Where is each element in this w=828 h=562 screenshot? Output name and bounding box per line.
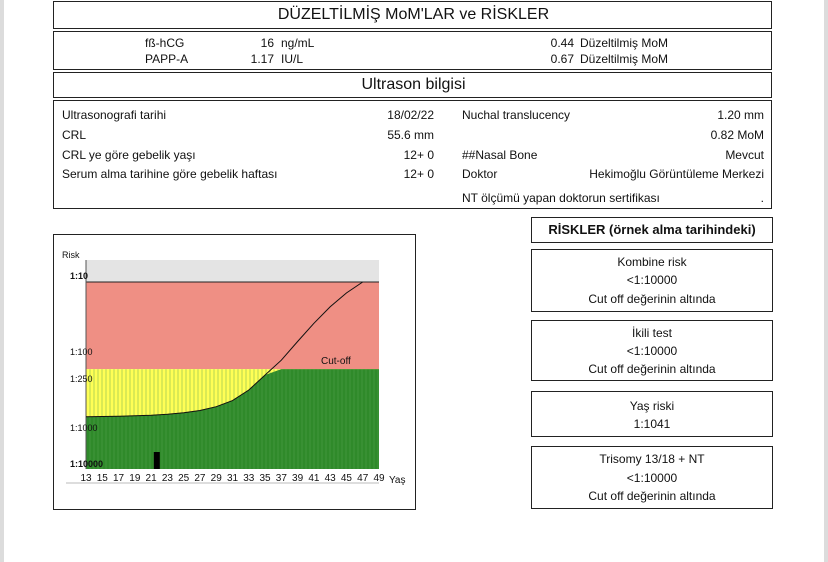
x-tick-label: 35: [259, 473, 271, 484]
marker-mom-label: Düzeltilmiş MoM: [580, 36, 669, 50]
high-risk-zone: [86, 282, 379, 370]
x-tick-label: 33: [243, 473, 255, 484]
marker-value: 16: [260, 36, 274, 50]
info-label: Doktor: [462, 167, 498, 181]
ultrasound-title: Ultrason bilgisi: [361, 76, 466, 93]
risk-box-double-test: İkili test <1:10000 Cut off değerinin al…: [531, 320, 773, 381]
x-tick-label: 27: [194, 473, 206, 484]
marker-unit: IU/L: [281, 52, 304, 66]
risk-box-title: Kombine risk: [617, 255, 687, 269]
report-header: DÜZELTİLMİŞ MoM'LAR ve RİSKLER: [53, 1, 772, 29]
info-value: 1.20 mm: [717, 108, 764, 122]
marker-value: 1.17: [250, 52, 274, 66]
info-label: Nuchal translucency: [462, 108, 571, 122]
y-tick-label: 1:100: [70, 347, 93, 357]
marker-panel: fß-hCG 16 ng/mL 0.44 Düzeltilmiş MoM PAP…: [53, 31, 772, 70]
x-tick-label: 47: [357, 473, 369, 484]
x-tick-label: 23: [162, 473, 174, 484]
info-value: Mevcut: [725, 148, 764, 162]
ultrasound-info: Ultrasonografi tarihi 18/02/22 CRL 55.6 …: [53, 100, 772, 209]
risk-box-value: <1:10000: [626, 273, 678, 287]
ultrasound-header: Ultrason bilgisi: [53, 72, 772, 98]
risk-box-title: İkili test: [631, 326, 672, 340]
risk-chart: Risk 1:10 1:100 1:250 1:1000 1:10000 Cut-off 13…: [53, 234, 416, 510]
risk-box-note: Cut off değerinin altında: [588, 489, 716, 503]
risk-curve: [85, 281, 363, 418]
risk-box-value: 1:1041: [633, 417, 671, 431]
chart-top-band: [86, 260, 379, 282]
info-label: NT ölçümü yapan doktorun sertifikası: [462, 191, 660, 205]
info-label: CRL ye göre gebelik yaşı: [62, 148, 196, 162]
risk-box-trisomy: Trisomy 13/18 + NT <1:10000 Cut off değe…: [531, 446, 773, 509]
right-edge: [824, 0, 828, 562]
x-tick-label: 29: [211, 473, 223, 484]
risk-box-value: <1:10000: [626, 344, 678, 358]
risk-box-title: Yaş riski: [629, 399, 675, 413]
x-tick-label: 17: [113, 473, 125, 484]
x-tick-label: 15: [97, 473, 109, 484]
x-tick-label: 13: [80, 473, 92, 484]
marker-mom: 0.44: [550, 36, 574, 50]
y-tick-label: 1:10: [70, 271, 88, 281]
low-risk-zone: [86, 369, 379, 469]
y-tick-label: 1:1000: [70, 423, 98, 433]
info-value: Hekimoğlu Görüntüleme Merkezi: [589, 167, 764, 181]
risks-title: RİSKLER (örnek alma tarihindeki): [548, 222, 756, 237]
marker-unit: ng/mL: [281, 36, 315, 50]
info-label: CRL: [62, 128, 87, 142]
info-label: Serum alma tarihine göre gebelik haftası: [62, 167, 278, 181]
info-label: Ultrasonografi tarihi: [62, 108, 167, 122]
risk-box-title: Trisomy 13/18 + NT: [599, 452, 705, 466]
marker-mom-label: Düzeltilmiş MoM: [580, 52, 669, 66]
left-edge: [0, 0, 4, 562]
y-axis-label: Risk: [62, 250, 80, 260]
marker-mom: 0.67: [550, 52, 574, 66]
x-tick-label: 31: [227, 473, 239, 484]
x-tick-label: 39: [292, 473, 304, 484]
info-value: 12+ 0: [403, 148, 434, 162]
info-value: .: [760, 191, 764, 205]
marker-name: fß-hCG: [145, 36, 185, 50]
risk-box-note: Cut off değerinin altında: [588, 362, 716, 376]
x-tick-label: 45: [341, 473, 353, 484]
risk-box-value: <1:10000: [626, 471, 678, 485]
marker-name: PAPP-A: [145, 52, 189, 66]
info-value: 55.6 mm: [387, 128, 434, 142]
info-value: 0.82 MoM: [710, 128, 764, 142]
x-tick-label: 25: [178, 473, 190, 484]
risk-box-note: Cut off değerinin altında: [588, 292, 716, 306]
report-title: DÜZELTİLMİŞ MoM'LAR ve RİSKLER: [277, 6, 550, 23]
risk-box-combined: Kombine risk <1:10000 Cut off değerinin …: [531, 249, 773, 312]
x-tick-label: 37: [276, 473, 288, 484]
x-tick-label: 49: [373, 473, 385, 484]
y-tick-label: 1:10000: [70, 459, 103, 469]
risk-chart-svg: Risk 1:10 1:100 1:250 1:1000 1:10000 Cut-off 13…: [62, 250, 406, 486]
cutoff-label: Cut-off: [321, 356, 351, 367]
x-tick-label: 19: [129, 473, 141, 484]
info-value: 12+ 0: [403, 167, 434, 181]
patient-marker: [153, 452, 160, 469]
info-label: ##Nasal Bone: [462, 148, 538, 162]
risk-box-age: Yaş riski 1:1041: [531, 391, 773, 437]
x-tick-label: 41: [308, 473, 320, 484]
y-tick-label: 1:250: [70, 374, 93, 384]
x-axis-label: Yaş: [389, 475, 406, 486]
x-tick-label: 21: [146, 473, 158, 484]
info-value: 18/02/22: [387, 108, 434, 122]
x-tick-label: 43: [325, 473, 337, 484]
risks-header: RİSKLER (örnek alma tarihindeki): [531, 217, 773, 243]
